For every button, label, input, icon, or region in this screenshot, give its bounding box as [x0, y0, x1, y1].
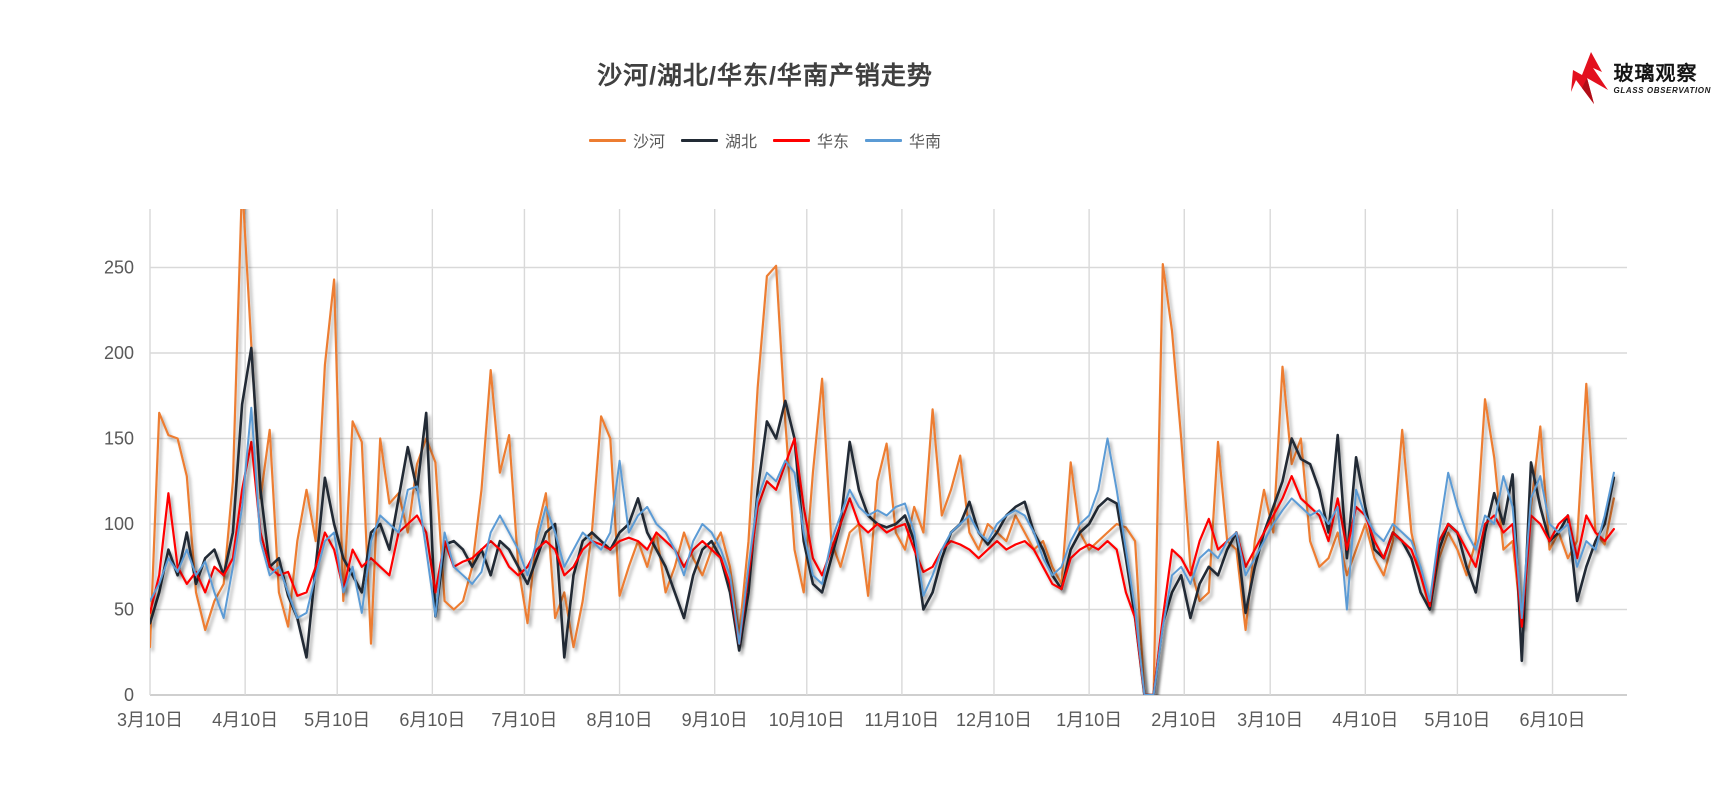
- x-axis-tick-label: 12月10日: [956, 710, 1032, 730]
- x-axis-tick-label: 6月10日: [399, 710, 465, 730]
- y-axis-tick-label: 150: [104, 429, 134, 449]
- legend-label-shahe: 沙河: [632, 134, 665, 151]
- y-axis-tick-label: 50: [114, 600, 134, 620]
- series-line-huadong: [150, 437, 1616, 695]
- y-axis-tick-label: 250: [104, 258, 134, 278]
- x-axis-tick-label: 11月10日: [865, 710, 940, 730]
- brand-logo-text: 玻璃观察 GLASS OBSERVATION: [1614, 64, 1711, 95]
- legend-label-huanan: 华南: [909, 134, 942, 151]
- series-line-huanan: [150, 406, 1615, 695]
- y-axis-tick-label: 200: [104, 343, 134, 363]
- x-axis-tick-label: 7月10日: [491, 710, 557, 730]
- legend-label-huadong: 华东: [817, 134, 850, 151]
- legend-label-hubei: 湖北: [724, 134, 757, 151]
- legend-swatch-shahe: [588, 138, 626, 142]
- legend-item-shahe: 沙河: [588, 128, 665, 152]
- x-axis-tick-label: 9月10日: [682, 710, 748, 730]
- chart-legend: 沙河 湖北 华东 华南: [0, 128, 1530, 152]
- x-axis-tick-label: 4月10日: [1332, 710, 1398, 730]
- x-axis-tick-label: 2月10日: [1151, 710, 1217, 730]
- x-axis-tick-label: 1月10日: [1056, 710, 1122, 730]
- legend-item-huadong: 华东: [773, 128, 849, 152]
- x-axis-tick-label: 6月10日: [1520, 710, 1586, 730]
- brand-name-cn: 玻璃观察: [1613, 62, 1698, 85]
- x-axis-tick-label: 5月10日: [304, 710, 370, 730]
- y-axis-tick-label: 100: [104, 514, 134, 534]
- x-axis-tick-label: 3月10日: [117, 710, 183, 730]
- legend-swatch-huadong: [773, 138, 810, 142]
- legend-item-hubei: 湖北: [680, 128, 757, 152]
- chart-title: 沙河/湖北/华东/华南产销走势: [597, 62, 933, 90]
- x-axis-tick-label: 3月10日: [1237, 710, 1303, 730]
- series-line-shahe: [150, 209, 1616, 695]
- y-axis-tick-label: 0: [124, 685, 134, 705]
- brand-name-en: GLASS OBSERVATION: [1613, 85, 1711, 95]
- legend-item-huanan: 华南: [865, 128, 941, 152]
- glass-shard-icon: [1570, 52, 1608, 104]
- brand-logo: 玻璃观察 GLASS OBSERVATION: [1568, 52, 1711, 106]
- legend-swatch-hubei: [680, 138, 718, 142]
- legend-swatch-huanan: [865, 138, 903, 142]
- x-axis-tick-label: 4月10日: [212, 710, 278, 730]
- x-axis-tick-label: 8月10日: [587, 710, 653, 730]
- x-axis-tick-label: 5月10日: [1424, 710, 1490, 730]
- x-axis-tick-label: 10月10日: [769, 710, 845, 730]
